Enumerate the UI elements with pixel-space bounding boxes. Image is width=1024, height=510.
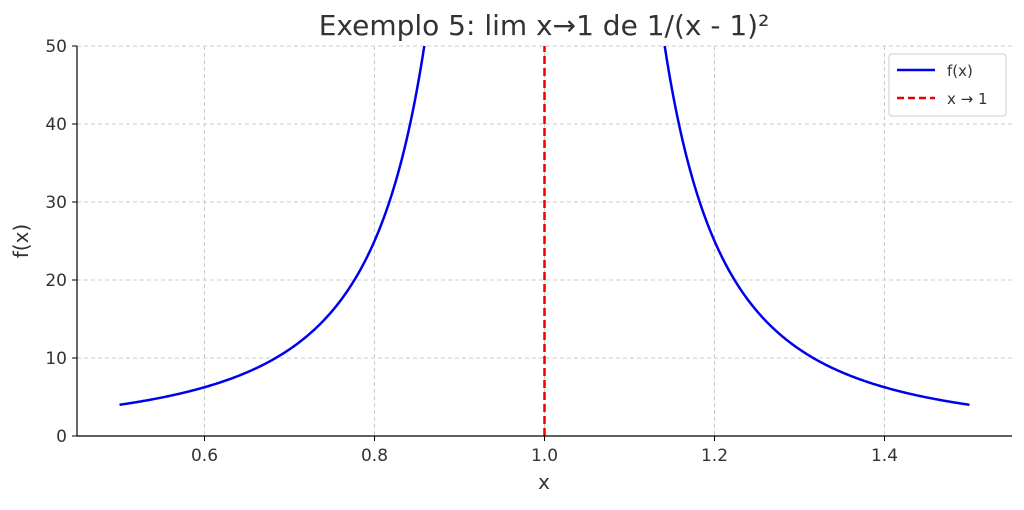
y-axis-label: f(x) xyxy=(9,224,33,258)
x-tick-label: 1.2 xyxy=(701,446,728,466)
series-layer xyxy=(119,46,970,436)
legend: f(x) x → 1 xyxy=(888,53,1007,117)
y-tick-label: 40 xyxy=(45,115,67,135)
series-f-x-right-branch xyxy=(663,46,970,407)
y-tick-label: 0 xyxy=(56,427,67,447)
grid xyxy=(77,45,1012,436)
x-tick-label: 1.4 xyxy=(871,446,898,466)
legend-label-f-x: f(x) xyxy=(947,62,973,80)
y-tick-label: 50 xyxy=(45,37,67,57)
x-tick-label: 0.8 xyxy=(361,446,388,466)
x-axis-label: x xyxy=(538,470,550,494)
series-f-x-left-branch xyxy=(119,46,426,407)
axes xyxy=(72,45,1012,441)
legend-label-x-to-1: x → 1 xyxy=(947,90,988,108)
y-tick-label: 20 xyxy=(45,271,67,291)
chart-title: Exemplo 5: lim x→1 de 1/(x - 1)² xyxy=(319,9,770,42)
x-tick-label: 1.0 xyxy=(531,446,558,466)
y-tick-label: 30 xyxy=(45,193,67,213)
x-tick-label: 0.6 xyxy=(191,446,218,466)
y-tick-label: 10 xyxy=(45,349,67,369)
tick-labels: 0.6 0.8 1.0 1.2 1.4 0 10 20 30 40 50 xyxy=(45,37,898,466)
